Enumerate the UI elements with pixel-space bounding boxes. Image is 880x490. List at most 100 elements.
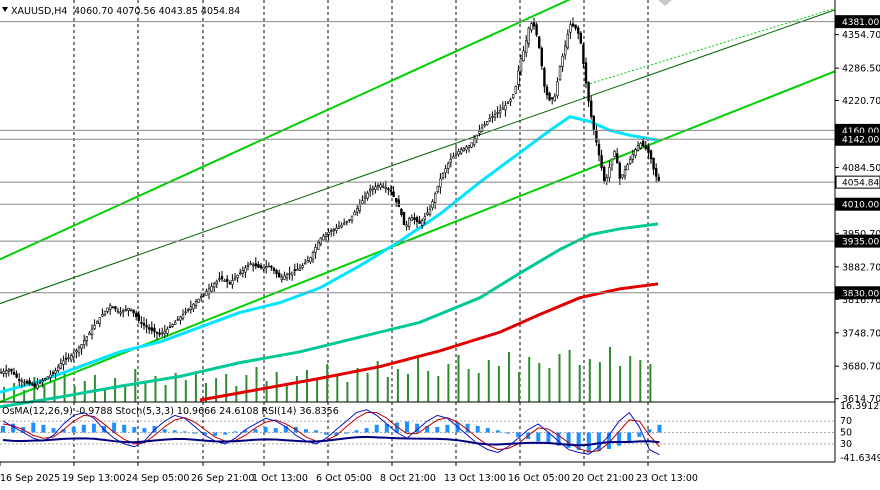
candle-body (244, 267, 247, 273)
candle-body (423, 216, 426, 220)
candle-body (262, 266, 265, 270)
candle-body (72, 352, 76, 358)
candle-body (488, 118, 491, 122)
candle-body (493, 114, 497, 118)
candle-body (77, 347, 81, 354)
price-tick-label: 4084.50 (842, 163, 880, 174)
candle-body (314, 247, 317, 253)
candle-body (569, 24, 572, 33)
candle-body (296, 269, 299, 271)
candle-body (361, 200, 364, 204)
candle-body (150, 327, 153, 331)
candle-body (80, 344, 83, 349)
candle-body (153, 327, 156, 333)
candle-body (220, 276, 224, 280)
candle-body (553, 95, 557, 102)
candle-body (166, 328, 169, 334)
symbol-dropdown-icon[interactable] (2, 7, 8, 12)
candle-body (332, 229, 335, 232)
candle-body (366, 192, 369, 199)
level-tag-label: 4142.00 (842, 136, 879, 146)
candle-body (511, 94, 515, 98)
time-tick-label: 19 Sep 13:00 (62, 473, 125, 484)
candle-body (394, 198, 398, 202)
osc-axis-label: 70 (840, 416, 852, 427)
candle-body (129, 308, 133, 311)
level-tag (835, 286, 880, 300)
symbol-label: XAUUSD,H4 (11, 6, 67, 17)
ema-fast-line (0, 115, 659, 394)
candle-body (618, 162, 622, 179)
candle-body (628, 159, 632, 164)
candle-body (368, 189, 372, 192)
candle-body (197, 298, 200, 303)
level-lines (0, 21, 835, 294)
candle-body (28, 380, 31, 385)
level-tag (835, 197, 880, 211)
candle-body (652, 157, 655, 170)
candle-body (96, 321, 99, 325)
candle-body (592, 115, 596, 130)
candle-body (236, 275, 239, 278)
candle-body (363, 196, 367, 199)
candle-body (610, 158, 614, 166)
candle-body (335, 227, 338, 231)
candle-body (7, 369, 11, 372)
candle-body (522, 50, 525, 61)
candle-body (524, 40, 528, 53)
candle-body (155, 331, 159, 334)
candle-body (472, 138, 476, 146)
candle-body (571, 23, 575, 27)
candle-body (654, 167, 658, 177)
candle-body (38, 382, 42, 384)
price-tick-label: 3680.70 (842, 362, 880, 373)
candle-body (187, 308, 190, 311)
candle-body (36, 384, 39, 389)
candle-body (140, 322, 143, 324)
candle-body (301, 265, 304, 268)
candle-body (46, 376, 50, 380)
candle-body (93, 325, 96, 329)
candle-body (548, 92, 551, 101)
candle-body (176, 319, 179, 321)
candle-body (43, 378, 47, 381)
candle-body (49, 374, 52, 378)
candle-body (135, 312, 138, 317)
candle-body (426, 212, 429, 215)
candle-body (290, 271, 294, 276)
candle-body (381, 185, 385, 188)
time-tick-label: 23 Oct 13:00 (636, 473, 698, 484)
candle-body (584, 62, 588, 84)
candle-body (283, 275, 286, 280)
candle-body (608, 166, 611, 178)
candle-body (145, 325, 148, 328)
candle-body (639, 142, 642, 149)
stoch-signal-line (2, 412, 660, 453)
candle-body (613, 150, 616, 157)
level-tag (835, 15, 880, 29)
chart-shift-marker-icon[interactable] (658, 0, 672, 6)
price-tick-label: 4354.70 (842, 30, 880, 41)
candle-body (439, 178, 442, 188)
candle-body (348, 219, 351, 221)
candle-body (161, 332, 164, 335)
candle-body (433, 193, 437, 203)
candle-body (634, 149, 637, 157)
candle-body (288, 272, 291, 275)
candle-body (415, 217, 419, 222)
candle-body (218, 278, 221, 280)
ohlc-readout: 4060.70 4070.56 4043.85 4054.84 (74, 6, 240, 17)
candle-body (436, 185, 439, 192)
candles (0, 17, 661, 390)
candle-body (600, 155, 603, 169)
candle-body (259, 265, 263, 269)
candle-body (202, 293, 205, 296)
candle-body (342, 222, 346, 225)
candle-body (10, 368, 13, 372)
candle-body (587, 81, 590, 102)
candle-body (556, 81, 559, 97)
candle-body (605, 177, 609, 183)
candle-body (402, 211, 406, 226)
